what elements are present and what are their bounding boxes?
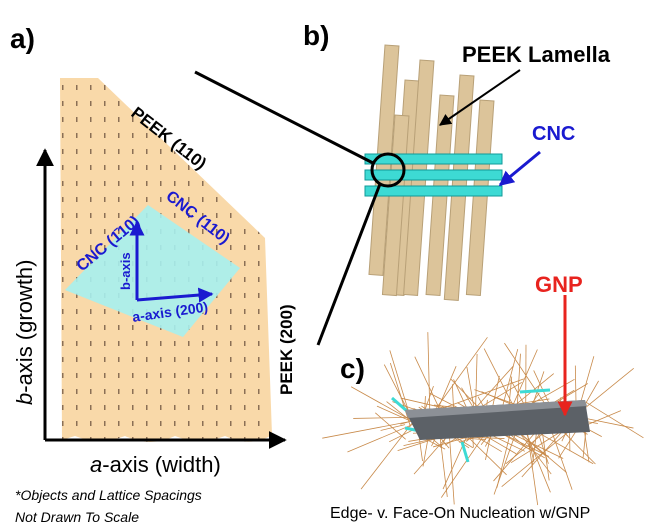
label: CNC xyxy=(532,123,575,145)
cnc-nucleus xyxy=(392,398,408,412)
axis-label-italic: b xyxy=(12,393,37,405)
cnc-rod xyxy=(365,170,502,180)
fiber xyxy=(484,349,515,410)
fiber xyxy=(585,381,599,405)
panel-label: a) xyxy=(10,23,35,54)
figure: a) PEEK (110) CNC (1̄10) CNC (110) b-axi… xyxy=(0,0,653,525)
zoom-line xyxy=(195,72,373,163)
fiber xyxy=(584,411,621,427)
label: b-axis xyxy=(118,252,133,290)
label: PEEK (200) xyxy=(277,304,296,395)
fiber xyxy=(549,425,572,490)
caption: Edge- v. Face-On Nucleation w/GNP xyxy=(330,505,590,522)
panel-label: b) xyxy=(303,20,329,51)
axis-label: a-axis (width) xyxy=(90,452,221,477)
fiber xyxy=(390,363,410,427)
gnp xyxy=(405,400,590,440)
cnc-nucleus xyxy=(520,390,550,392)
note: Not Drawn To Scale xyxy=(15,509,139,525)
note: *Objects and Lattice Spacings xyxy=(15,487,202,503)
axis-label-rest: -axis (width) xyxy=(102,452,221,477)
axis-label-italic: a xyxy=(90,452,102,477)
fiber xyxy=(436,337,488,408)
label: GNP xyxy=(535,272,583,297)
axis-label-rest: -axis (growth) xyxy=(12,260,37,393)
fiber xyxy=(441,429,488,498)
cnc-rod xyxy=(365,186,502,196)
cnc-rods xyxy=(365,154,502,196)
axis-label: b-axis (growth) xyxy=(12,260,37,406)
label: PEEK Lamella xyxy=(462,42,611,67)
panel-label: c) xyxy=(340,353,365,384)
pointer xyxy=(500,152,540,185)
fiber xyxy=(361,420,414,489)
